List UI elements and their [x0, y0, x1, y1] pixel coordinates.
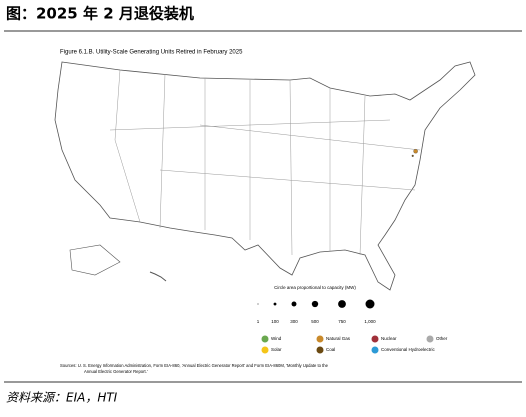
- size-legend-label: 500: [311, 319, 319, 324]
- fuel-legend-swatch: [371, 335, 379, 343]
- sources: Sources: U. S. Energy Information Admini…: [60, 363, 329, 368]
- fuel-legend-label: Coal: [326, 347, 335, 352]
- size-legend-circle: [257, 303, 259, 305]
- size-legend-title: Circle area proportional to capacity (MW…: [274, 285, 356, 290]
- hawaii: [149, 271, 167, 282]
- size-legend-label: 750: [338, 319, 346, 324]
- size-legend-circle: [273, 302, 277, 306]
- retired-unit: [411, 154, 414, 157]
- fuel-legend-label: Conventional Hydroelectric: [381, 347, 436, 352]
- size-legend-label: 300: [290, 319, 298, 324]
- size-legend-circle: [365, 299, 375, 309]
- fuel-legend-swatch: [371, 346, 379, 354]
- fuel-legend-swatch: [261, 335, 269, 343]
- fuel-legend-swatch: [261, 346, 269, 354]
- size-legend-label: 1,000: [364, 319, 376, 324]
- fuel-legend-label: Solar: [271, 347, 282, 352]
- fuel-legend-label: Nuclear: [381, 336, 397, 341]
- size-legend-label: 1: [257, 319, 260, 324]
- fuel-legend-label: Other: [436, 336, 448, 341]
- alaska: [69, 244, 121, 276]
- header-title: 图：2025 年 2 月退役装机: [6, 5, 194, 23]
- size-legend-circle: [338, 300, 346, 308]
- footer-source: 资料来源：EIA，HTI: [6, 391, 118, 405]
- state-lines: [109, 69, 421, 256]
- fuel-legend-label: Natural Gas: [326, 336, 351, 341]
- retired-unit: [413, 149, 418, 154]
- size-legend-circle: [311, 300, 319, 308]
- fuel-legend-swatch: [316, 346, 324, 354]
- fuel-legend-label: Wind: [271, 336, 282, 341]
- sources: Annual Electric Generator Report.': [84, 369, 148, 374]
- figure-title: Figure 6.1.B. Utility-Scale Generating U…: [60, 50, 243, 56]
- fuel-legend-swatch: [426, 335, 434, 343]
- fuel-legend-swatch: [316, 335, 324, 343]
- size-legend-label: 100: [271, 319, 279, 324]
- size-legend-circle: [291, 301, 297, 307]
